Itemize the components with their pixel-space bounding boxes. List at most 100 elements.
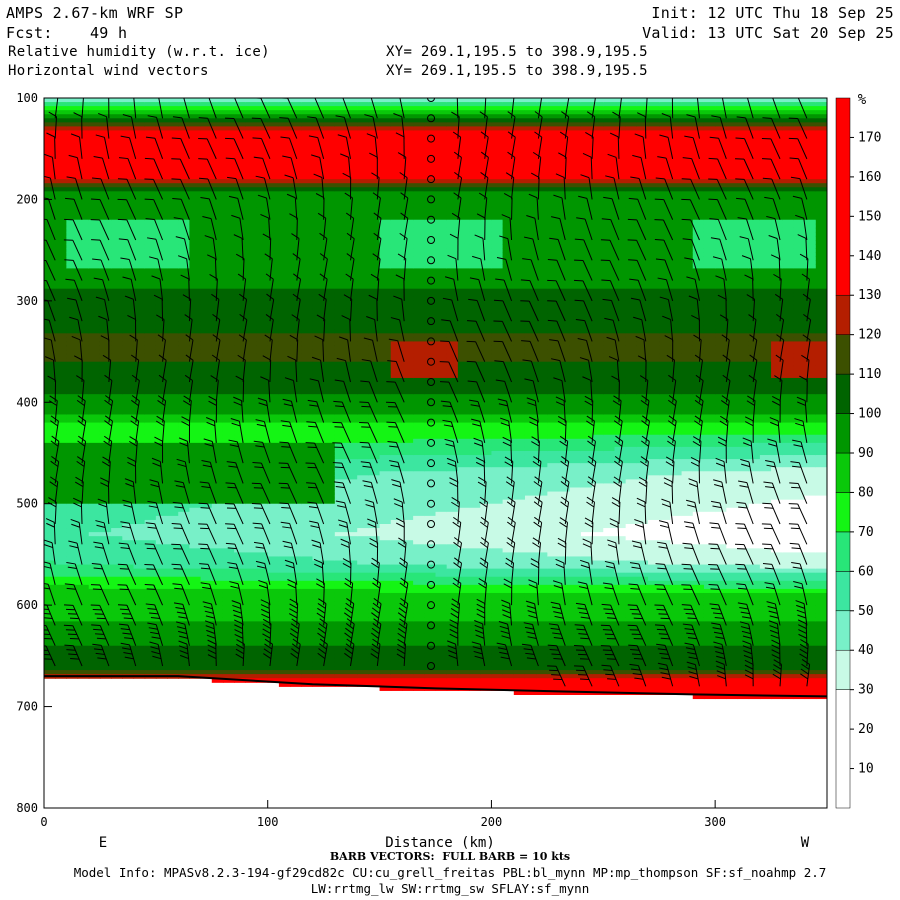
rh-cell [413,544,425,549]
rh-cell [189,455,202,460]
rh-cell [312,280,325,286]
rh-cell [346,102,358,107]
rh-cell [144,215,157,221]
rh-cell [99,426,112,432]
rh-cell [211,106,224,111]
rh-cell [334,377,347,383]
rh-cell [167,661,179,667]
rh-cell [167,471,179,476]
rh-cell [77,219,90,225]
rh-cell [222,369,235,375]
rh-cell [144,329,157,334]
rh-cell [334,191,347,196]
rh-cell [278,162,291,168]
rh-cell [44,491,56,497]
rh-cell [424,467,437,472]
rh-cell [189,231,202,237]
rh-cell [346,524,358,529]
rh-cell [301,503,314,509]
rh-cell [200,617,213,622]
rh-cell [88,377,101,383]
rh-cell [55,524,67,529]
rh-cell [222,146,235,152]
rh-cell [234,215,246,221]
rh-cell [390,653,403,659]
rh-cell [167,657,179,663]
rh-cell [66,191,79,196]
rh-cell [245,304,258,310]
rh-cell [133,386,146,391]
rh-cell [357,601,369,606]
rh-cell [346,179,358,184]
rh-cell [222,252,235,257]
rh-cell [189,666,202,671]
rh-cell [357,515,369,521]
rh-cell [424,219,437,225]
rh-cell [133,434,146,440]
rh-cell [334,345,347,351]
rh-cell [312,300,325,306]
rh-cell [144,219,157,225]
rh-cell [301,240,314,245]
rh-cell [66,588,79,594]
rh-cell [88,463,101,468]
rh-cell [334,479,347,485]
rh-cell [312,661,325,667]
rh-cell [144,495,157,501]
rh-cell [122,325,135,330]
rh-cell [155,483,168,489]
rh-cell [334,442,347,448]
rh-cell [390,532,403,537]
rh-cell [167,179,179,184]
rh-cell [44,308,56,314]
rh-cell [99,187,112,192]
rh-cell [368,223,381,229]
rh-cell [167,195,179,201]
rh-cell [211,252,224,257]
rh-cell [211,150,224,156]
rh-cell [133,455,146,460]
rh-cell [368,641,381,647]
rh-cell [178,134,191,140]
rh-cell [234,426,246,432]
rh-cell [390,333,403,338]
rh-cell [44,467,56,472]
rh-cell [256,394,269,399]
rh-cell [189,199,202,205]
rh-cell [66,235,79,241]
rh-cell [122,252,135,257]
rh-cell [390,162,403,168]
rh-cell [301,284,314,290]
rh-cell [155,150,168,156]
rh-cell [200,361,213,367]
rh-cell [77,597,90,602]
rh-cell [122,495,135,501]
rh-cell [77,122,90,127]
rh-cell [111,333,123,338]
rh-cell [256,215,269,221]
rh-cell [99,365,112,371]
rh-cell [379,134,392,140]
rh-cell [144,637,157,643]
rh-cell [155,414,168,420]
rh-cell [211,653,224,659]
rh-cell [368,410,381,416]
rh-cell [88,231,101,237]
rh-cell [88,617,101,622]
rh-cell [88,162,101,168]
rh-cell [122,223,135,229]
rh-cell [155,386,168,391]
rh-cell [55,402,67,407]
rh-cell [144,661,157,667]
rh-cell [368,138,381,144]
rh-cell [77,138,90,144]
rh-cell [66,438,79,444]
rh-cell [44,390,56,395]
rh-cell [234,353,246,359]
rh-cell [77,179,90,184]
rh-cell [334,402,347,407]
rh-cell [334,524,347,529]
rh-cell [222,382,235,387]
rh-cell [44,150,56,156]
rh-cell [155,171,168,176]
